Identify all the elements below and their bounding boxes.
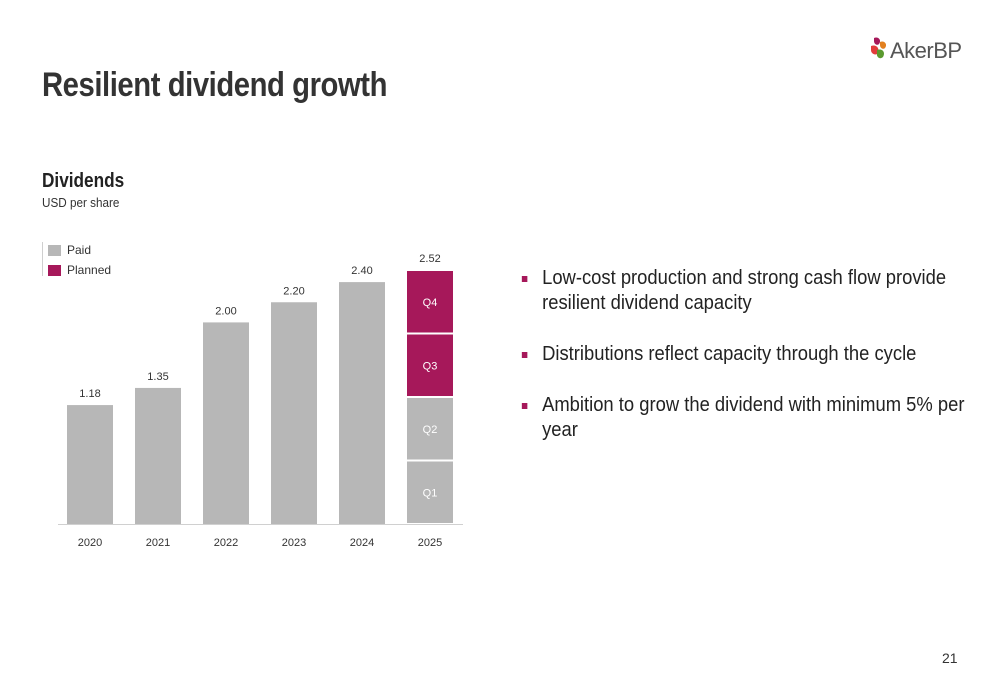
data-label-2024: 2.40 — [351, 265, 372, 277]
bar-segment-q2 — [407, 398, 453, 460]
legend-label-planned: Planned — [67, 263, 112, 277]
chart-subtitle: USD per share — [42, 195, 120, 210]
legend-swatch-paid — [48, 244, 61, 256]
x-tick-label-2024: 2024 — [350, 537, 374, 549]
bar-2023 — [271, 302, 317, 524]
legend-swatch-planned — [48, 264, 61, 276]
bullet-item: Low-cost production and strong cash flow… — [520, 266, 993, 316]
data-label-2020: 1.18 — [79, 388, 100, 400]
legend-label-paid: Paid — [67, 243, 92, 257]
bar-2024 — [339, 282, 385, 524]
bar-segment-q3 — [407, 334, 453, 396]
x-tick-label-2023: 2023 — [282, 537, 306, 549]
bullet-marker — [521, 403, 528, 409]
chart-title: Dividends — [42, 170, 125, 192]
x-tick-label-2025: 2025 — [418, 537, 442, 549]
legend-divider — [42, 242, 43, 276]
bullet-item: Ambition to grow the dividend with minim… — [520, 393, 993, 443]
segment-label-q1: Q1 — [423, 487, 438, 499]
bullet-text: Distributions reflect capacity through t… — [542, 343, 917, 365]
legend-item-planned: Planned — [42, 260, 111, 280]
segment-label-q4: Q4 — [423, 297, 438, 309]
logo-text: AkerBP — [890, 38, 962, 63]
data-label-2022: 2.00 — [215, 305, 236, 317]
data-label-2021: 1.35 — [147, 371, 168, 383]
bullet-text: Low-cost production and strong cash flow… — [542, 267, 947, 314]
logo-mark-icon — [871, 37, 887, 59]
x-tick-label-2021: 2021 — [146, 537, 170, 549]
bar-segment-q1 — [407, 461, 453, 523]
data-label-2025: 2.52 — [419, 253, 440, 265]
bar-2022 — [203, 322, 249, 524]
legend-item-paid: Paid — [42, 240, 111, 260]
x-tick-label-2020: 2020 — [78, 537, 102, 549]
bar-2021 — [135, 387, 181, 524]
bar-2020 — [67, 405, 113, 524]
key-points-list: Low-cost production and strong cash flow… — [520, 266, 970, 469]
akerbp-logo: AkerBP — [868, 36, 968, 66]
chart-legend: Paid Planned — [42, 240, 111, 280]
segment-label-q3: Q3 — [423, 360, 438, 372]
dividend-bar-chart: 1.18 2020 1.35 2021 2.00 2022 2.20 2023 2.40 2024… — [58, 253, 463, 549]
bar-segment-q4 — [407, 271, 453, 333]
page-number: 21 — [942, 650, 958, 666]
bullet-text: Ambition to grow the dividend with minim… — [542, 394, 965, 441]
x-tick-label-2022: 2022 — [214, 537, 238, 549]
bullet-marker — [521, 276, 528, 282]
bullet-item: Distributions reflect capacity through t… — [520, 342, 993, 367]
segment-label-q2: Q2 — [423, 424, 438, 436]
bullet-marker — [521, 352, 528, 358]
page-title: Resilient dividend growth — [42, 66, 388, 104]
data-label-2023: 2.20 — [283, 285, 304, 297]
